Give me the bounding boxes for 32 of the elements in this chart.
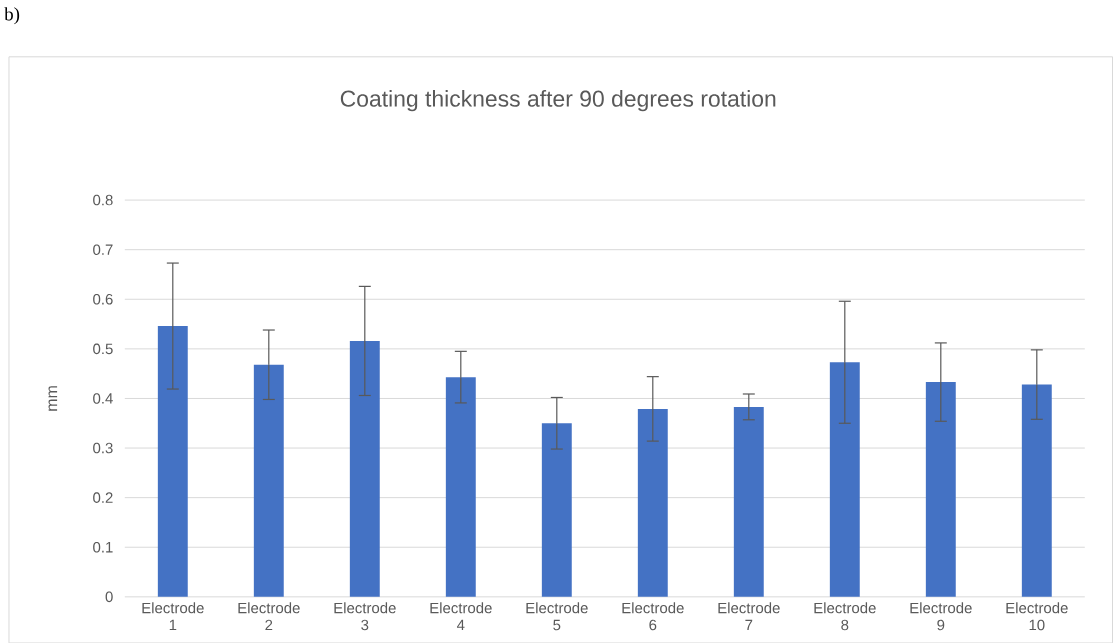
bar [1021, 384, 1052, 597]
y-tick-label: 0.5 [93, 343, 113, 354]
y-axis-title: mm [48, 385, 58, 411]
text: b) [4, 6, 20, 25]
y-tick-label: 0.4 [93, 392, 113, 404]
x-tick-label: Electrode 2 [238, 602, 300, 630]
y-tick-label: 0.1 [93, 541, 113, 553]
y-tick-label: 0.6 [93, 293, 113, 305]
bar [157, 325, 188, 597]
bar [349, 340, 380, 597]
x-tick-label: Electrode 7 [718, 602, 780, 630]
y-tick-label: 0.7 [93, 244, 113, 255]
bar [445, 376, 476, 597]
bar [925, 381, 956, 597]
y-tick-label: 0.2 [93, 492, 113, 503]
x-tick-label: Electrode 10 [1006, 602, 1068, 631]
bar [829, 362, 860, 597]
bar [637, 408, 668, 597]
bar [733, 406, 764, 597]
x-tick-label: Electrode 6 [622, 602, 684, 631]
x-tick-label: Electrode 4 [430, 602, 492, 630]
y-tick-label: 0.8 [93, 194, 113, 206]
x-tick-label: Electrode 9 [910, 602, 972, 631]
x-tick-label: Electrode 5 [526, 602, 588, 631]
chart-title: Coating thickness after 90 degrees rotation [340, 89, 776, 112]
x-tick-label: Electrode 1 [142, 602, 204, 630]
bar [253, 364, 284, 597]
y-tick-label: 0.3 [93, 442, 113, 454]
y-tick-label: 0 [105, 591, 113, 602]
x-tick-label: Electrode 8 [814, 602, 876, 631]
x-tick-label: Electrode 3 [334, 602, 396, 631]
bar [541, 423, 572, 597]
